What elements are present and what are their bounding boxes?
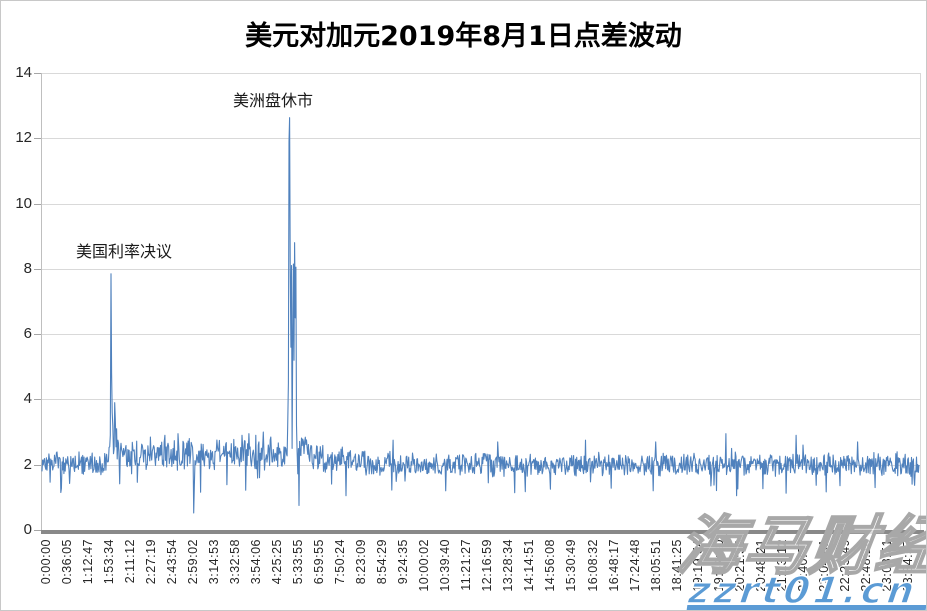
x-axis-label: 12:16:59 xyxy=(480,539,495,592)
y-axis-tick xyxy=(34,268,42,270)
x-axis-label: 2:11:12 xyxy=(123,539,138,584)
x-axis-line xyxy=(41,530,924,534)
y-axis-label: 4 xyxy=(23,390,32,408)
x-axis-label: 1:12:47 xyxy=(81,539,96,585)
x-axis-label: 10:39:40 xyxy=(438,539,453,592)
x-axis-label: 1:53:34 xyxy=(102,539,117,585)
y-axis-label: 14 xyxy=(15,64,32,81)
gridline xyxy=(41,334,921,336)
plot-right-border xyxy=(920,73,921,530)
chart-title: 美元对加元2019年8月1日点差波动 xyxy=(245,21,682,52)
gridline xyxy=(41,203,921,205)
y-axis-tick xyxy=(34,464,42,466)
x-axis-label: 2:59:02 xyxy=(186,539,201,585)
y-axis-tick xyxy=(34,73,42,74)
y-axis-label: 2 xyxy=(23,455,32,473)
gridline xyxy=(41,73,921,74)
x-axis-label: 6:59:55 xyxy=(312,539,327,585)
y-axis-tick xyxy=(34,530,42,531)
y-axis-tick xyxy=(34,334,42,336)
y-axis-tick xyxy=(34,138,42,140)
x-axis-label: 16:48:17 xyxy=(606,539,621,592)
x-axis-label: 4:25:25 xyxy=(270,539,285,585)
x-axis-label: 10:00:02 xyxy=(417,539,432,592)
y-axis-line xyxy=(41,73,42,530)
y-axis-tick xyxy=(34,399,42,401)
x-axis-label: 0:36:05 xyxy=(60,539,75,585)
x-axis-label: 14:56:08 xyxy=(543,539,558,592)
gridline xyxy=(41,138,921,140)
watermark-underline xyxy=(686,605,926,610)
y-axis-label: 12 xyxy=(15,129,32,147)
x-axis-label: 11:21:27 xyxy=(459,539,474,591)
annotation-rate-decision: 美国利率决议 xyxy=(76,242,173,261)
x-axis-label: 7:50:24 xyxy=(333,539,348,585)
x-axis-label: 14:14:51 xyxy=(522,539,537,592)
gridline xyxy=(41,464,921,466)
x-axis-label: 8:23:09 xyxy=(354,539,369,585)
x-axis-label: 18:05:51 xyxy=(648,539,663,592)
x-axis-label: 9:24:35 xyxy=(396,539,411,585)
x-axis-label: 5:33:55 xyxy=(291,539,306,585)
x-axis-label: 13:28:34 xyxy=(501,539,516,592)
x-axis-label: 3:14:53 xyxy=(207,539,222,585)
y-axis-label: 8 xyxy=(23,259,32,277)
y-axis-label: 6 xyxy=(23,325,32,343)
x-axis-label: 15:30:49 xyxy=(564,539,579,592)
x-axis-label: 3:54:06 xyxy=(249,539,264,585)
line-series-path xyxy=(41,117,920,514)
x-axis-label: 2:27:19 xyxy=(144,539,159,585)
y-axis-label: 0 xyxy=(23,521,32,538)
x-axis-label: 3:32:58 xyxy=(228,539,243,585)
x-axis-label: 8:54:29 xyxy=(375,539,390,585)
gridline xyxy=(41,268,921,270)
y-axis-tick xyxy=(34,203,42,205)
x-axis-label: 17:24:48 xyxy=(627,539,642,592)
x-axis-label: 0:00:00 xyxy=(39,539,53,585)
y-axis-label: 10 xyxy=(15,194,32,212)
x-axis-label: 16:08:32 xyxy=(585,539,600,592)
annotation-market-close: 美洲盘休市 xyxy=(233,91,314,110)
x-axis-label: 2:43:54 xyxy=(165,539,180,585)
gridline xyxy=(41,399,921,401)
